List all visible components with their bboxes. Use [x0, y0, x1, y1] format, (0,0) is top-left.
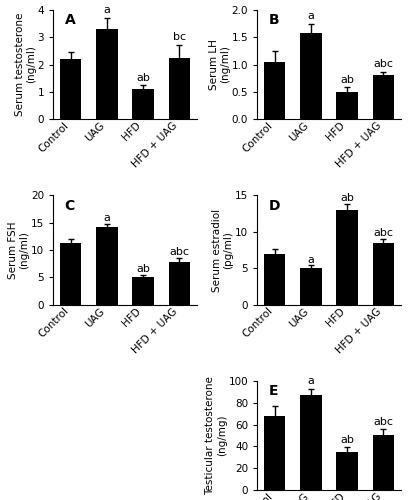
- Bar: [264, 416, 285, 490]
- Bar: [60, 59, 81, 119]
- Bar: [132, 89, 154, 119]
- Bar: [169, 262, 190, 304]
- Text: bc: bc: [173, 32, 186, 42]
- Bar: [336, 210, 358, 304]
- Text: a: a: [308, 11, 314, 21]
- Text: D: D: [269, 198, 280, 212]
- Y-axis label: Serum FSH
(ng/ml): Serum FSH (ng/ml): [8, 221, 29, 278]
- Bar: [336, 452, 358, 490]
- Y-axis label: Serum testosterone
(ng/ml): Serum testosterone (ng/ml): [15, 13, 36, 116]
- Bar: [373, 242, 394, 304]
- Bar: [300, 268, 322, 304]
- Bar: [132, 278, 154, 304]
- Bar: [264, 62, 285, 119]
- Text: abc: abc: [373, 228, 393, 238]
- Text: C: C: [65, 198, 75, 212]
- Text: ab: ab: [340, 192, 354, 202]
- Text: abc: abc: [169, 248, 189, 258]
- Text: ab: ab: [340, 436, 354, 446]
- Bar: [96, 29, 118, 119]
- Text: a: a: [308, 376, 314, 386]
- Text: ab: ab: [136, 73, 150, 83]
- Text: a: a: [103, 5, 110, 15]
- Text: A: A: [65, 14, 75, 28]
- Text: ab: ab: [136, 264, 150, 274]
- Bar: [336, 92, 358, 119]
- Text: a: a: [103, 212, 110, 222]
- Y-axis label: Testicular testosterone
(ng/mg): Testicular testosterone (ng/mg): [205, 376, 227, 495]
- Bar: [96, 227, 118, 304]
- Text: B: B: [269, 14, 279, 28]
- Bar: [264, 254, 285, 304]
- Bar: [373, 436, 394, 490]
- Bar: [169, 58, 190, 119]
- Text: E: E: [269, 384, 278, 398]
- Bar: [60, 243, 81, 304]
- Bar: [300, 34, 322, 119]
- Text: abc: abc: [373, 416, 393, 426]
- Bar: [373, 76, 394, 119]
- Bar: [300, 395, 322, 490]
- Y-axis label: Serum LH
(ng/ml): Serum LH (ng/ml): [209, 39, 230, 90]
- Text: a: a: [308, 254, 314, 264]
- Y-axis label: Serum estradiol
(pg/ml): Serum estradiol (pg/ml): [212, 208, 234, 292]
- Text: abc: abc: [373, 59, 393, 69]
- Text: ab: ab: [340, 74, 354, 85]
